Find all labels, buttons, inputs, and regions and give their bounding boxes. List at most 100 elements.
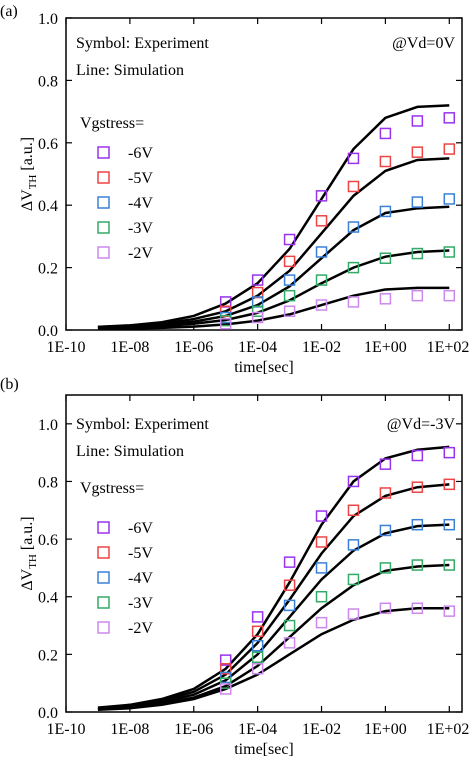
experiment-marker [379,602,392,615]
experiment-marker [411,559,424,571]
y-label-unit: [a.u.] [19,137,36,175]
experiment-marker [219,663,232,675]
y-label-sub: TH [27,175,39,190]
experiment-marker [251,611,264,623]
experiment-marker [251,663,264,675]
experiment-marker [411,115,424,127]
experiment-marker [379,524,392,537]
plot-frame [65,394,463,713]
experiment-marker [283,637,296,649]
experiment-marker [315,616,328,629]
experiment-marker [443,112,456,124]
x-tick-label: 1E+02 [427,339,470,356]
experiment-marker [347,180,360,193]
experiment-marker [315,510,328,522]
annotation: @Vd=-3V [387,416,456,433]
plot-frame [65,17,463,331]
x-tick-label: 1E-02 [302,339,341,356]
experiment-marker [443,518,456,531]
experiment-marker [315,590,328,603]
x-tick-label: 1E-10 [46,721,85,738]
legend-marker [97,146,110,159]
legend-marker [97,246,110,259]
panel-label: (b) [0,376,19,393]
experiment-marker [251,625,264,638]
y-tick-label: 1.0 [38,417,58,434]
experiment-marker [347,608,360,620]
y-label-unit: [a.u.] [19,516,36,554]
experiment-marker [251,305,264,318]
experiment-marker [411,449,424,462]
experiment-marker [315,215,328,227]
experiment-marker [283,599,296,612]
x-axis-label: time[sec] [234,741,294,758]
legend-marker [97,521,110,534]
y-label-main: ΔV [19,568,36,590]
experiment-marker [219,318,232,330]
experiment-marker [347,296,360,308]
annotation: Symbol: Experiment [76,35,209,52]
annotation: @Vd=0V [392,35,455,52]
panel-label: (a) [0,3,18,20]
experiment-marker [443,446,456,459]
x-axis-label: time[sec] [234,359,294,376]
legend-label: -2V [128,245,153,262]
experiment-marker [411,481,424,493]
experiment-marker [379,155,392,168]
x-tick-label: 1E-02 [302,721,341,738]
y-tick-label: 0.4 [38,198,58,215]
legend-label: -4V [128,570,153,587]
experiment-marker [443,559,456,571]
y-tick-label: 0.6 [38,532,58,549]
experiment-marker [251,639,264,652]
experiment-marker [347,539,360,551]
legend-label: -3V [128,220,153,237]
legend-title: Vgstress= [80,480,144,497]
y-tick-label: 0.8 [38,474,58,491]
y-tick-label: 0.4 [38,590,58,607]
legend-label: -2V [128,620,153,637]
y-axis-label: ΔVTH [a.u.] [19,516,39,590]
x-tick-label: 1E+02 [427,721,470,738]
experiment-marker [283,289,296,302]
simulation-line [97,445,450,709]
legend-marker [97,571,110,584]
y-tick-label: 0.6 [38,136,58,153]
legend-marker [97,196,110,209]
experiment-marker [411,518,424,531]
experiment-marker [315,562,328,574]
experiment-marker [283,579,296,591]
experiment-marker [411,196,424,208]
experiment-marker [251,311,264,324]
experiment-marker [315,536,328,548]
x-tick-label: 1E-04 [238,721,277,738]
experiment-marker [379,458,392,470]
experiment-marker [379,562,392,574]
experiment-marker [283,274,296,286]
legend-label: -4V [128,195,153,212]
experiment-marker [283,255,296,268]
experiment-marker [347,475,360,488]
y-label-main: ΔV [19,189,36,211]
x-tick-label: 1E+00 [364,339,407,356]
experiment-marker [283,619,296,632]
experiment-marker [443,143,456,155]
legend-marker [97,546,110,559]
experiment-marker [411,602,424,615]
x-tick-label: 1E-08 [110,721,149,738]
experiment-marker [251,274,264,286]
experiment-marker [347,504,360,517]
y-tick-label: 0.2 [38,647,58,664]
y-tick-label: 1.0 [38,11,58,28]
legend-marker [97,596,110,609]
experiment-marker [379,293,392,305]
experiment-marker [379,252,392,264]
x-tick-label: 1E-06 [174,339,213,356]
legend-marker [97,221,110,234]
y-tick-label: 0.0 [38,705,58,722]
legend-title: Vgstress= [80,115,144,132]
y-tick-label: 0.2 [38,261,58,278]
experiment-marker [283,556,296,568]
experiment-marker [283,305,296,318]
